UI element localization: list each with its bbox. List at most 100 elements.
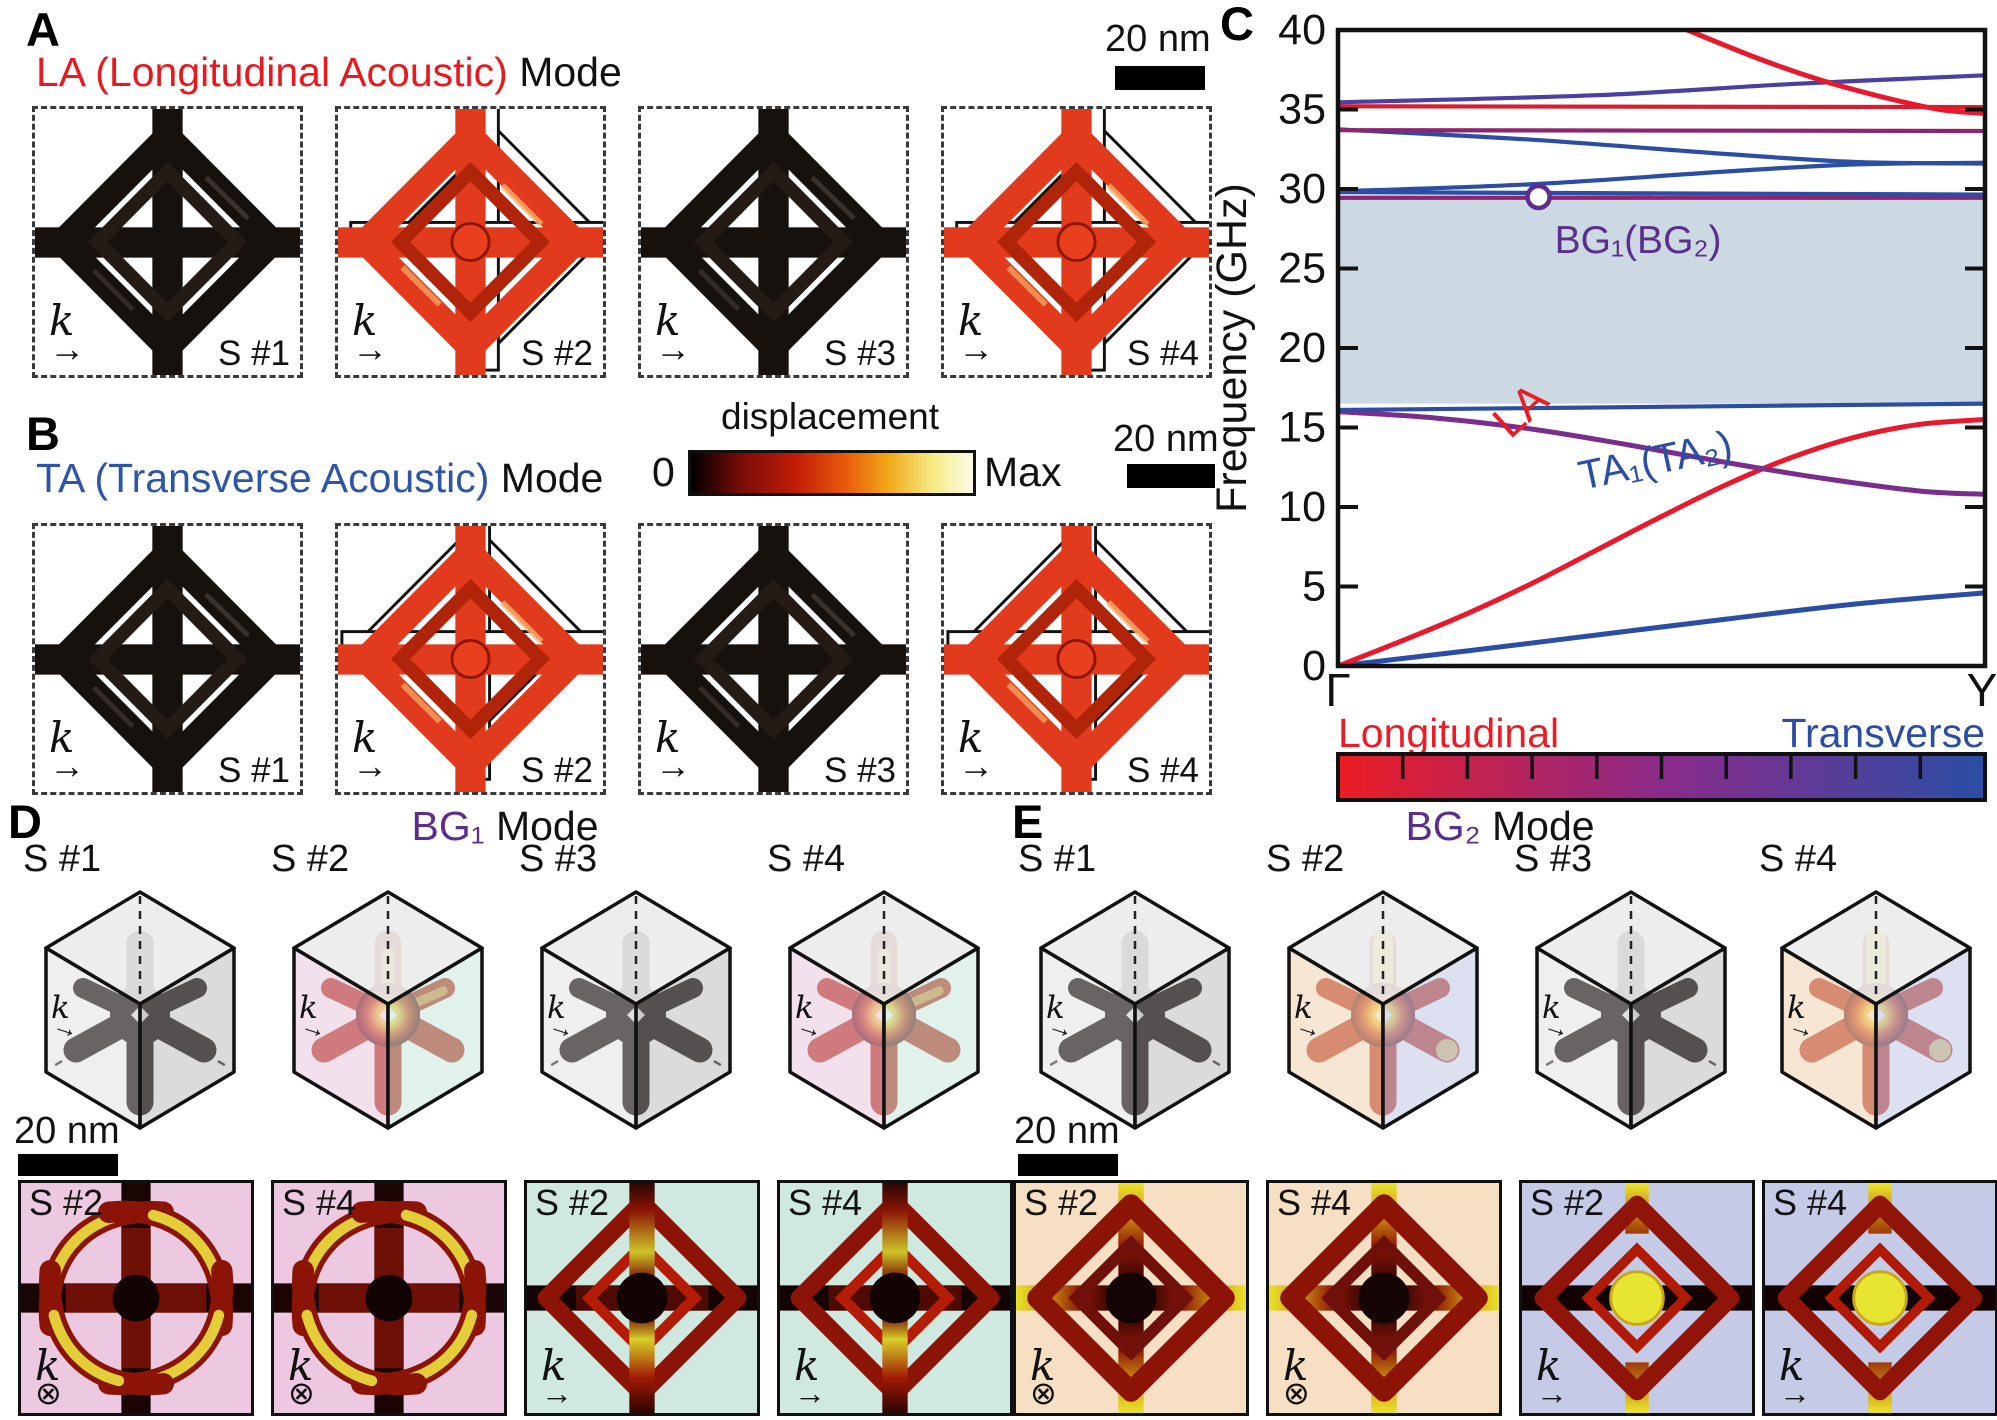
k-vector-mark: k → xyxy=(1292,990,1327,1046)
k-arrow-icon: → xyxy=(1785,1008,1820,1046)
scalebar-a-label: 20 nm xyxy=(1105,18,1211,60)
x-axis-end-label: Y xyxy=(1967,664,1997,716)
k-arrow-icon: → xyxy=(1292,1008,1327,1046)
k-vector-mark: k ⊗ xyxy=(1283,1341,1310,1411)
cube-d3: S #3 k → xyxy=(517,840,755,1148)
unit-cell-b2: k → S #2 xyxy=(335,523,606,795)
unit-cell-a1: k → S #1 xyxy=(32,106,303,378)
y-tick-label: 10 xyxy=(1278,483,1326,531)
panel-b-title-rest: Mode xyxy=(489,455,604,501)
scalebar-a-bar xyxy=(1115,66,1205,90)
band-curve xyxy=(1338,73,1985,105)
unit-cell-a3: k → S #3 xyxy=(638,106,909,378)
band-curve xyxy=(1338,590,1985,666)
k-vector-mark: k → xyxy=(958,295,994,370)
k-vector-mark: k → xyxy=(655,712,691,787)
unit-cell-a4: k → S #4 xyxy=(941,106,1212,378)
displacement-legend-title: displacement xyxy=(720,396,940,437)
k-vector-mark: k → xyxy=(352,712,388,787)
k-arrow-icon: → xyxy=(541,1374,573,1411)
plot-frame xyxy=(1335,27,1988,669)
section-d4: S #4 k → xyxy=(777,1180,1013,1416)
cube-label: S #2 xyxy=(1266,838,1345,880)
section-label: S #2 xyxy=(535,1182,610,1223)
k-arrow-icon: → xyxy=(655,745,691,787)
cube-label: S #3 xyxy=(519,838,598,880)
y-tick-label: 15 xyxy=(1278,404,1326,452)
y-tick-label: 20 xyxy=(1278,324,1326,372)
panel-a-title: LA (Longitudinal Acoustic) Mode xyxy=(36,52,622,93)
cube-label: S #1 xyxy=(23,838,102,880)
k-arrow-icon: → xyxy=(794,1374,826,1411)
cube-e1: S #1 k → xyxy=(1016,840,1254,1148)
legend-longitudinal-label: Longitudinal xyxy=(1338,710,1559,756)
y-axis-label: Frequency (GHz) xyxy=(1210,183,1256,513)
k-arrow-icon: → xyxy=(1779,1374,1811,1411)
cube-e3: S #3 k → xyxy=(1512,840,1750,1148)
unit-cell-a2: k → S #2 xyxy=(335,106,606,378)
k-vector-mark: k → xyxy=(794,1341,826,1411)
cube-d4: S #4 k → xyxy=(765,840,1003,1148)
cell-label: S #3 xyxy=(824,751,896,790)
k-vector-mark: k → xyxy=(49,712,85,787)
k-vector-mark: k → xyxy=(49,990,84,1046)
k-arrow-icon: → xyxy=(1540,1008,1575,1046)
unit-cell-b1: k → S #1 xyxy=(32,523,303,795)
polarization-colorbar-ticks xyxy=(1400,756,1923,779)
band-curve xyxy=(1338,190,1985,197)
k-arrow-icon: → xyxy=(49,328,85,370)
band-gap-marker xyxy=(1525,183,1552,211)
y-tick-label: 35 xyxy=(1278,86,1326,134)
cell-label: S #1 xyxy=(218,334,290,373)
cube-label: S #2 xyxy=(271,838,350,880)
band-curve xyxy=(1684,30,1985,116)
y-tick-label: 30 xyxy=(1278,165,1326,213)
k-arrow-icon: → xyxy=(545,1008,580,1046)
panel-e-letter: E xyxy=(1012,795,1044,848)
section-e2: S #4 k ⊗ xyxy=(1266,1180,1502,1416)
y-tick-label: 5 xyxy=(1302,563,1326,611)
cube-d1: S #1 k → xyxy=(21,840,259,1148)
cube-label: S #4 xyxy=(1759,838,1838,880)
k-arrow-icon: → xyxy=(1536,1374,1568,1411)
k-arrow-icon: → xyxy=(352,745,388,787)
band-curve xyxy=(1338,104,1985,110)
panel-e-title-accent: BG₂ xyxy=(1405,803,1481,849)
k-vector-mark: k → xyxy=(655,295,691,370)
k-vector-mark: k → xyxy=(1785,990,1820,1046)
k-vector-mark: k → xyxy=(793,990,828,1046)
cell-label: S #2 xyxy=(521,334,593,373)
panel-b-letter: B xyxy=(26,407,60,460)
ta-curve-label: TA₁(TA₂) xyxy=(1574,421,1736,498)
section-e3: S #2 k → xyxy=(1519,1180,1755,1416)
cell-label: S #4 xyxy=(1127,751,1199,790)
section-label: S #4 xyxy=(1773,1182,1848,1223)
section-label: S #2 xyxy=(29,1182,104,1223)
cube-label: S #4 xyxy=(767,838,846,880)
k-into-page-icon: ⊗ xyxy=(1030,1374,1057,1411)
k-arrow-icon: → xyxy=(655,328,691,370)
band-gap-label: BG₁(BG₂) xyxy=(1555,219,1722,262)
cell-label: S #3 xyxy=(824,334,896,373)
cube-e2: S #2 k → xyxy=(1264,840,1502,1148)
k-arrow-icon: → xyxy=(793,1008,828,1046)
k-arrow-icon: → xyxy=(49,745,85,787)
k-into-page-icon: ⊗ xyxy=(1283,1374,1310,1411)
y-tick-label: 40 xyxy=(1278,6,1326,54)
cell-label: S #1 xyxy=(218,751,290,790)
displacement-min-label: 0 xyxy=(652,449,675,495)
k-vector-mark: k → xyxy=(1540,990,1575,1046)
panel-e-title-rest: Mode xyxy=(1480,803,1595,849)
k-vector-mark: k → xyxy=(541,1341,573,1411)
section-label: S #2 xyxy=(1530,1182,1605,1223)
displacement-colorbar xyxy=(688,450,976,496)
panel-d-title: BG₁ Mode xyxy=(411,806,598,847)
y-tick-label: 0 xyxy=(1302,642,1326,690)
unit-cell-b4: k → S #4 xyxy=(941,523,1212,795)
y-tick-label: 25 xyxy=(1278,245,1326,293)
k-vector-mark: k → xyxy=(958,712,994,787)
section-label: S #4 xyxy=(788,1182,863,1223)
scalebar-d-bar xyxy=(18,1154,118,1176)
k-arrow-icon: → xyxy=(49,1008,84,1046)
